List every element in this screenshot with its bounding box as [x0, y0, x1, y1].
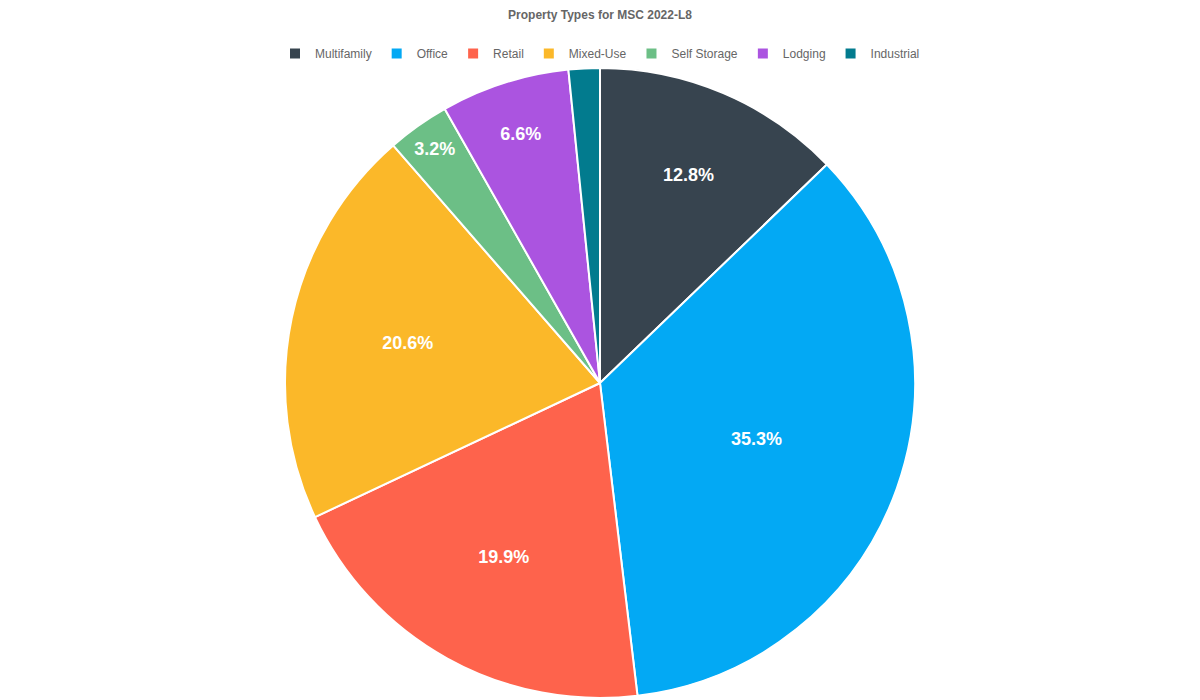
svg-text:35.3%: 35.3% [731, 429, 782, 449]
svg-text:12.8%: 12.8% [663, 165, 714, 185]
svg-text:Office: Office [417, 47, 448, 61]
svg-text:Self Storage: Self Storage [671, 47, 737, 61]
svg-text:20.6%: 20.6% [382, 333, 433, 353]
svg-text:Industrial: Industrial [871, 47, 920, 61]
svg-text:Retail: Retail [493, 47, 524, 61]
svg-text:Mixed-Use: Mixed-Use [569, 47, 627, 61]
svg-text:Multifamily: Multifamily [315, 47, 372, 61]
svg-text:Property Types for MSC 2022-L8: Property Types for MSC 2022-L8 [508, 8, 692, 22]
svg-text:6.6%: 6.6% [500, 124, 541, 144]
svg-text:3.2%: 3.2% [414, 139, 455, 159]
svg-text:19.9%: 19.9% [478, 547, 529, 567]
svg-text:Lodging: Lodging [783, 47, 826, 61]
